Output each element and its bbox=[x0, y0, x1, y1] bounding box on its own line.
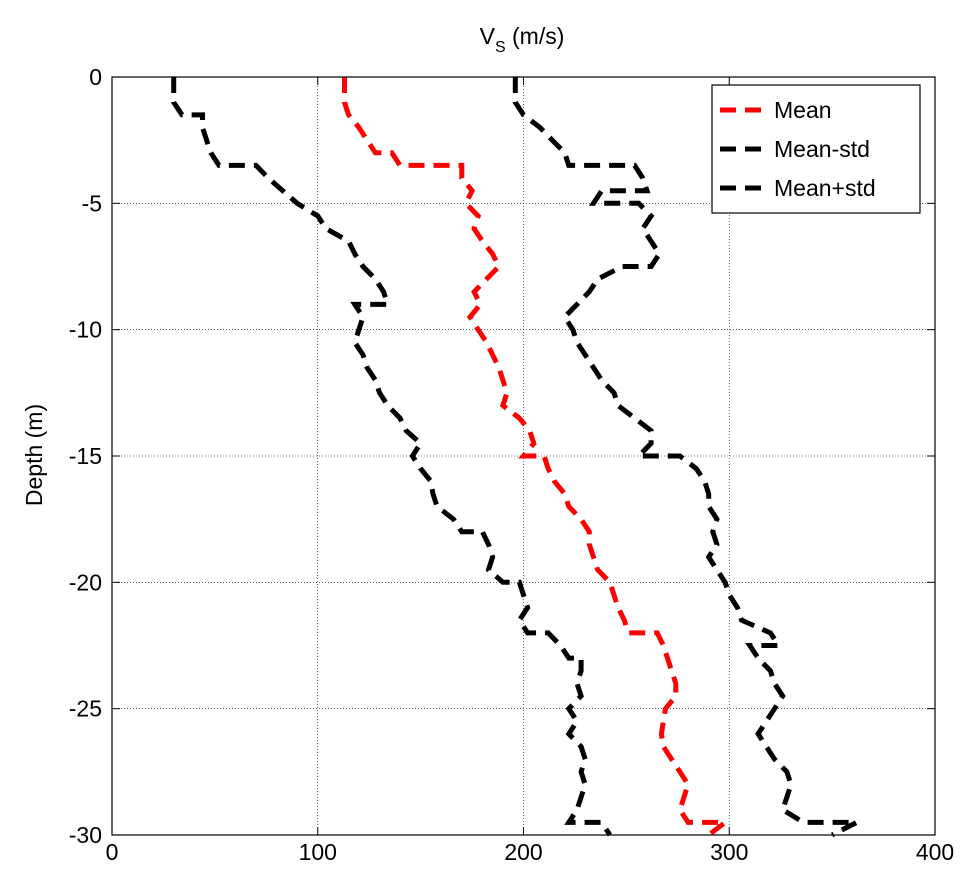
y-tick-label: -30 bbox=[69, 822, 102, 848]
legend-label: Mean+std bbox=[774, 175, 876, 201]
series-group bbox=[171, 77, 858, 838]
series-line-mean-std bbox=[512, 77, 858, 838]
x-axis-label-main: V bbox=[480, 23, 496, 49]
x-tick-label: 100 bbox=[299, 839, 337, 865]
legend: Mean Mean-std Mean+std bbox=[711, 84, 921, 214]
x-axis-label-unit: (m/s) bbox=[506, 23, 565, 49]
x-tick-label: 400 bbox=[916, 839, 954, 865]
y-tick-label: -10 bbox=[69, 317, 102, 343]
legend-label: Mean bbox=[774, 97, 832, 123]
x-axis-label-sub: S bbox=[495, 39, 506, 56]
series-line-mean bbox=[342, 77, 733, 837]
x-tick-label: 0 bbox=[106, 839, 119, 865]
y-tick-label: 0 bbox=[89, 64, 102, 90]
x-axis-label: VS (m/s) bbox=[480, 23, 565, 56]
series-line-mean-std bbox=[171, 77, 612, 837]
legend-label: Mean-std bbox=[774, 136, 870, 162]
x-tick-label: 200 bbox=[504, 839, 542, 865]
y-tick-label: -25 bbox=[69, 696, 102, 722]
y-tick-label: -5 bbox=[82, 190, 102, 216]
x-tick-label: 300 bbox=[710, 839, 748, 865]
y-tick-label: -15 bbox=[69, 443, 102, 469]
y-axis-label: Depth (m) bbox=[21, 404, 47, 506]
y-tick-label: -20 bbox=[69, 569, 102, 595]
tick-group: 0 100 200 300 400 0 -5 -10 -15 -20 -25 -30 bbox=[69, 64, 954, 865]
